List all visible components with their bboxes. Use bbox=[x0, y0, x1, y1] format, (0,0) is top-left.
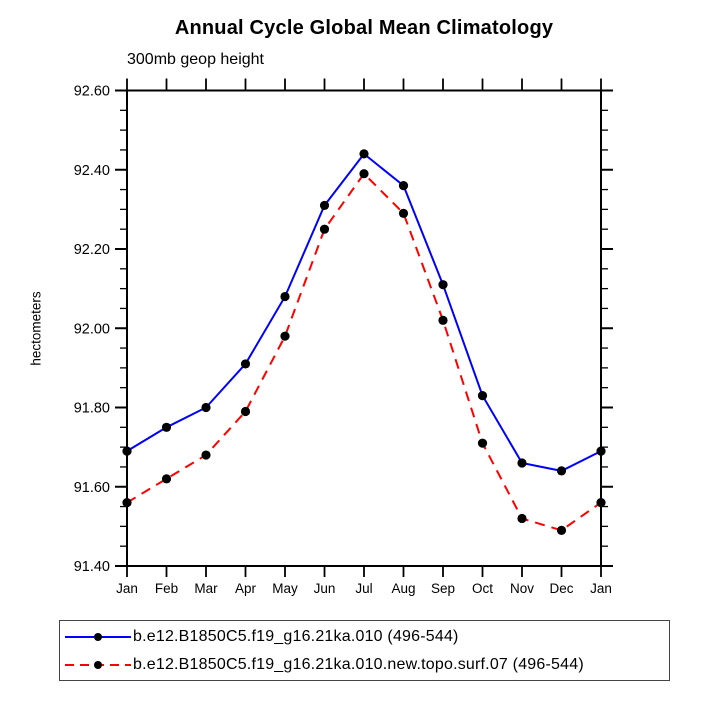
chart-title: Annual Cycle Global Mean Climatology bbox=[174, 17, 554, 39]
x-tick-label: Jan bbox=[590, 581, 612, 596]
y-tick-label: 91.60 bbox=[74, 480, 110, 496]
x-tick-label: Nov bbox=[510, 581, 534, 596]
y-tick-label: 91.40 bbox=[74, 559, 110, 575]
series-markers-0 bbox=[122, 149, 606, 476]
legend-line-sample-dashed bbox=[65, 661, 131, 669]
plot-frame bbox=[126, 89, 602, 567]
data-point-marker bbox=[201, 450, 211, 460]
legend-marker-dot bbox=[94, 661, 102, 669]
x-tick-label: Jul bbox=[355, 581, 372, 596]
data-point-marker bbox=[161, 422, 172, 432]
axis-ticks bbox=[115, 78, 613, 577]
data-point-marker bbox=[556, 525, 567, 535]
legend-box: b.e12.B1850C5.f19_g16.21ka.010 (496-544)… bbox=[59, 620, 670, 681]
data-point-marker bbox=[477, 438, 488, 448]
data-point-marker bbox=[280, 331, 290, 341]
data-point-marker bbox=[359, 169, 369, 179]
legend-entry: b.e12.B1850C5.f19_g16.21ka.010.new.topo.… bbox=[60, 651, 669, 679]
x-tick-label: Feb bbox=[155, 581, 178, 596]
x-tick-label: Jun bbox=[314, 581, 336, 596]
data-point-marker bbox=[556, 466, 567, 476]
data-point-marker bbox=[517, 513, 527, 524]
data-point-marker bbox=[319, 200, 330, 211]
data-point-marker bbox=[517, 458, 527, 468]
data-point-marker bbox=[122, 498, 132, 508]
y-tick-label: 92.60 bbox=[74, 84, 110, 100]
y-tick-label: 92.20 bbox=[74, 242, 110, 258]
legend-label: b.e12.B1850C5.f19_g16.21ka.010 (496-544) bbox=[133, 628, 459, 645]
data-point-marker bbox=[319, 224, 330, 234]
data-point-marker bbox=[122, 446, 132, 456]
axis-tick-labels: Jan Feb Mar Apr May Jun Jul Aug Sep Oct Nov Dec Jan 9… bbox=[74, 84, 612, 597]
data-point-marker bbox=[201, 402, 211, 413]
data-point-marker bbox=[398, 208, 409, 218]
series-markers-1 bbox=[122, 169, 606, 535]
x-tick-label: Mar bbox=[194, 581, 218, 596]
legend-marker-dot bbox=[94, 633, 102, 641]
y-tick-label: 92.00 bbox=[74, 321, 110, 337]
data-point-marker bbox=[240, 359, 251, 369]
x-tick-label: May bbox=[272, 581, 298, 596]
data-point-marker bbox=[438, 280, 448, 290]
plot-area: Jan Feb Mar Apr May Jun Jul Aug Sep Oct Nov Dec Jan 9… bbox=[74, 78, 613, 597]
data-point-marker bbox=[477, 391, 488, 401]
series-line-1 bbox=[126, 172, 602, 532]
data-point-marker bbox=[596, 446, 606, 456]
data-point-marker bbox=[359, 149, 369, 159]
legend-entry: b.e12.B1850C5.f19_g16.21ka.010 (496-544) bbox=[60, 623, 669, 651]
x-tick-label: Oct bbox=[472, 581, 493, 596]
x-tick-label: Aug bbox=[391, 581, 415, 596]
chart-subtitle: 300mb geop height bbox=[127, 51, 264, 68]
y-tick-label: 92.40 bbox=[74, 163, 110, 179]
data-point-marker bbox=[398, 181, 409, 191]
legend-label: b.e12.B1850C5.f19_g16.21ka.010.new.topo.… bbox=[133, 656, 584, 673]
y-tick-label: 91.80 bbox=[74, 401, 110, 417]
data-point-marker bbox=[438, 315, 448, 325]
x-tick-label: Jan bbox=[116, 581, 138, 596]
data-point-marker bbox=[161, 474, 172, 484]
legend-line-sample-solid bbox=[65, 633, 131, 641]
x-tick-label: Dec bbox=[549, 581, 573, 596]
data-point-marker bbox=[240, 406, 251, 417]
x-tick-label: Sep bbox=[431, 581, 455, 596]
data-point-marker bbox=[280, 291, 290, 302]
series-line-0 bbox=[126, 152, 602, 472]
data-point-marker bbox=[596, 498, 606, 508]
x-tick-label: Apr bbox=[235, 581, 257, 596]
